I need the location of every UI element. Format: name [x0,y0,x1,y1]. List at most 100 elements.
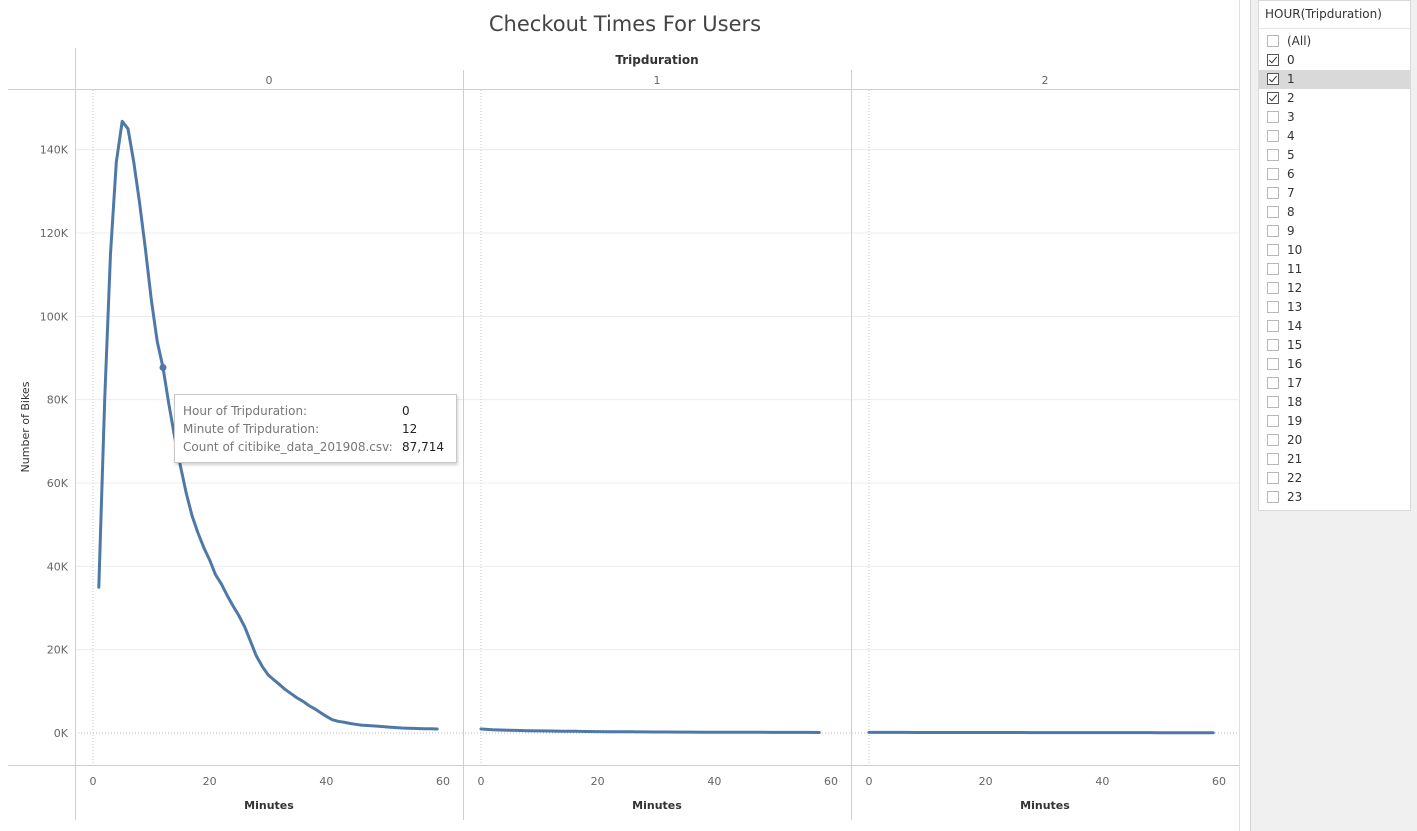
panel-header: 1 [654,74,661,87]
filter-item[interactable]: 10 [1259,241,1410,260]
filter-item[interactable]: 4 [1259,127,1410,146]
filter-checkbox[interactable] [1267,54,1279,66]
chart-title: Checkout Times For Users [488,12,762,36]
filter-item[interactable]: 9 [1259,222,1410,241]
filter-checkbox[interactable] [1267,472,1279,484]
filter-checkbox[interactable] [1267,92,1279,104]
filter-checkbox[interactable] [1267,358,1279,370]
filter-item-label: 15 [1287,338,1303,352]
filter-item[interactable]: 2 [1259,89,1410,108]
x-tick-label: 0 [90,775,97,788]
filter-item[interactable]: 14 [1259,317,1410,336]
filter-pane: HOUR(Tripduration) (All) 0 1 2 3 4 5 6 7 8 9 10 11 12… [1250,0,1417,831]
filter-item[interactable]: 3 [1259,108,1410,127]
panel-header: 2 [1042,74,1049,87]
y-tick-label: 20K [47,644,69,657]
filter-item[interactable]: 16 [1259,355,1410,374]
x-tick-label: 40 [707,775,721,788]
filter-item[interactable]: 8 [1259,203,1410,222]
y-tick-label: 140K [40,144,69,157]
filter-checkbox[interactable] [1267,168,1279,180]
filter-checkbox[interactable] [1267,282,1279,294]
filter-item-label: 3 [1287,110,1295,124]
filter-checkbox[interactable] [1267,301,1279,313]
filter-checkbox[interactable] [1267,377,1279,389]
tooltip-value: 12 [402,422,418,436]
filter-item-label: 21 [1287,452,1303,466]
x-tick-label: 20 [591,775,605,788]
filter-checkbox[interactable] [1267,187,1279,199]
filter-checkbox[interactable] [1267,434,1279,446]
filter-item[interactable]: 22 [1259,469,1410,488]
filter-item[interactable]: 5 [1259,146,1410,165]
filter-checkbox[interactable] [1267,225,1279,237]
filter-checkbox[interactable] [1267,320,1279,332]
y-tick-label: 120K [40,227,69,240]
y-tick-label: 40K [47,560,69,573]
filter-item[interactable]: 0 [1259,51,1410,70]
filter-item-label: (All) [1287,34,1312,48]
filter-item-label: 22 [1287,471,1303,485]
filter-item[interactable]: 18 [1259,393,1410,412]
x-tick-label: 60 [436,775,450,788]
filter-checkbox[interactable] [1267,130,1279,142]
filter-item[interactable]: 21 [1259,450,1410,469]
filter-item[interactable]: 7 [1259,184,1410,203]
x-tick-label: 40 [1095,775,1109,788]
filter-checkbox[interactable] [1267,111,1279,123]
filter-checkbox[interactable] [1267,263,1279,275]
x-tick-label: 0 [866,775,873,788]
tooltip-row: Minute of Tripduration: 12 [183,420,456,438]
filter-item[interactable]: 17 [1259,374,1410,393]
y-tick-label: 60K [47,477,69,490]
filter-checkbox[interactable] [1267,339,1279,351]
filter-item-label: 14 [1287,319,1303,333]
filter-item-label: 6 [1287,167,1295,181]
filter-item[interactable]: 13 [1259,298,1410,317]
filter-item-label: 7 [1287,186,1295,200]
filter-checkbox[interactable] [1267,206,1279,218]
filter-item-label: 17 [1287,376,1303,390]
tooltip-value: 87,714 [402,440,444,454]
panel-header: 0 [266,74,273,87]
filter-title: HOUR(Tripduration) [1265,7,1382,21]
series-line-hour-0 [97,119,439,731]
tooltip-label: Count of citibike_data_201908.csv: [183,440,393,454]
x-axis-title: Minutes [244,799,294,812]
filter-checkbox[interactable] [1267,491,1279,503]
viz-area: Checkout Times For Users Tripduration 0K 2… [8,0,1240,831]
tooltip-row: Hour of Tripduration: 0 [183,402,456,420]
hour-filter-card: HOUR(Tripduration) (All) 0 1 2 3 4 5 6 7 8 9 10 11 12… [1258,0,1411,511]
filter-divider [1259,28,1410,29]
highlight-point [159,364,167,372]
line-chart: Tripduration 0K 20K 40K 60K 80K 100K 120K 140K Nu… [8,0,1240,831]
x-axis-title: Minutes [632,799,682,812]
tooltip-label: Hour of Tripduration: [183,404,308,418]
filter-item[interactable]: 20 [1259,431,1410,450]
filter-checkbox[interactable] [1267,35,1279,47]
filter-checkbox[interactable] [1267,415,1279,427]
filter-checkbox[interactable] [1267,396,1279,408]
filter-item-label: 9 [1287,224,1295,238]
filter-checkbox[interactable] [1267,149,1279,161]
filter-checkbox[interactable] [1267,73,1279,85]
filter-item[interactable]: 11 [1259,260,1410,279]
filter-item[interactable]: 6 [1259,165,1410,184]
filter-item-label: 16 [1287,357,1303,371]
y-tick-label: 100K [40,310,69,323]
y-axis-title: Number of Bikes [19,381,32,472]
x-tick-label: 60 [1212,775,1226,788]
filter-item-label: 0 [1287,53,1295,67]
filter-checkbox[interactable] [1267,244,1279,256]
filter-item[interactable]: 1 [1259,70,1410,89]
filter-item-label: 2 [1287,91,1295,105]
filter-item-label: 20 [1287,433,1303,447]
filter-item[interactable]: (All) [1259,32,1410,51]
filter-checkbox[interactable] [1267,453,1279,465]
filter-item[interactable]: 15 [1259,336,1410,355]
tooltip-row: Count of citibike_data_201908.csv: 87,71… [183,438,456,456]
filter-item[interactable]: 23 [1259,488,1410,507]
filter-item[interactable]: 19 [1259,412,1410,431]
filter-item[interactable]: 12 [1259,279,1410,298]
x-tick-label: 60 [824,775,838,788]
